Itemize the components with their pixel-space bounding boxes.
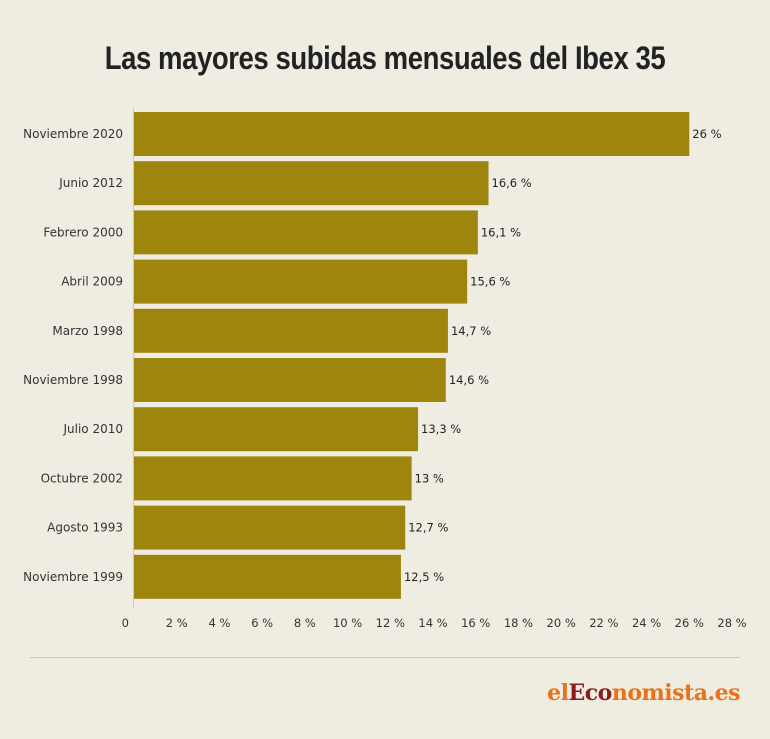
bar	[134, 456, 412, 501]
category-label: Agosto 1993	[47, 521, 123, 535]
brand-logo: elEconomista.es	[547, 680, 740, 706]
category-label: Julio 2010	[62, 422, 123, 436]
x-tick-label: 6 %	[251, 616, 273, 630]
x-tick-label: 8 %	[294, 616, 316, 630]
bar	[134, 112, 690, 156]
x-tick-label: 26 %	[675, 616, 704, 630]
category-label: Junio 2012	[58, 176, 123, 190]
category-label: Marzo 1998	[52, 324, 123, 338]
x-tick-label: 22 %	[589, 616, 618, 630]
x-tick-label: 4 %	[208, 616, 230, 630]
x-tick-label: 16 %	[461, 616, 490, 630]
brand-logo-part: nomista.es	[611, 680, 741, 706]
category-label: Febrero 2000	[43, 225, 123, 239]
bar	[134, 308, 448, 353]
bar-chart: Noviembre 2020 26 % Junio 2012 16,6 % Febrer…	[23, 108, 747, 630]
bar	[134, 554, 401, 599]
bar	[134, 407, 419, 452]
x-tick-label: 24 %	[632, 616, 661, 630]
value-label: 16,1 %	[481, 225, 521, 239]
x-tick-label: 28 %	[717, 616, 746, 630]
brand-logo-part: el	[547, 680, 569, 706]
category-label: Noviembre 2020	[23, 127, 123, 141]
x-tick-label: 14 %	[418, 616, 447, 630]
value-label: 26 %	[692, 127, 721, 141]
x-tick-label: 0	[122, 616, 129, 630]
category-label: Noviembre 1998	[23, 373, 123, 387]
footer-divider	[30, 657, 740, 658]
bar	[134, 210, 478, 255]
bar	[134, 259, 468, 304]
x-tick-label: 20 %	[547, 616, 576, 630]
x-tick-label: 12 %	[376, 616, 405, 630]
value-label: 15,6 %	[470, 275, 510, 289]
bar	[134, 358, 446, 402]
bar	[134, 161, 489, 206]
category-label: Octubre 2002	[41, 471, 123, 485]
x-tick-label: 18 %	[504, 616, 533, 630]
value-label: 14,7 %	[451, 324, 491, 338]
category-label: Abril 2009	[61, 275, 123, 289]
value-label: 12,7 %	[408, 521, 448, 535]
brand-logo-part: Eco	[568, 680, 613, 706]
value-label: 16,6 %	[492, 176, 532, 190]
value-label: 14,6 %	[449, 373, 489, 387]
x-tick-label: 2 %	[166, 616, 188, 630]
bar	[134, 505, 406, 550]
x-tick-label: 10 %	[333, 616, 362, 630]
value-label: 13 %	[415, 471, 444, 485]
category-label: Noviembre 1999	[23, 570, 123, 584]
value-label: 12,5 %	[404, 570, 444, 584]
value-label: 13,3 %	[421, 422, 461, 436]
chart-title: Las mayores subidas mensuales del Ibex 3…	[104, 40, 666, 76]
